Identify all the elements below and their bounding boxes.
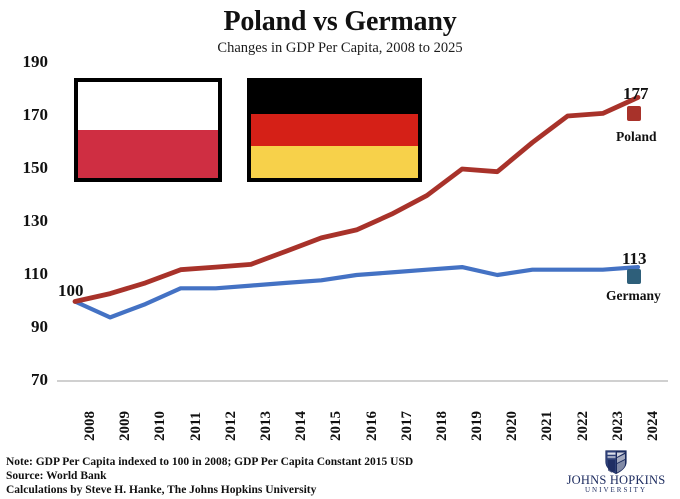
poland-series-label: Poland bbox=[616, 129, 657, 144]
y-tick-label: 170 bbox=[22, 105, 49, 124]
x-tick-label: 2015 bbox=[328, 411, 345, 441]
x-tick-label: 2009 bbox=[117, 411, 134, 441]
germany-flag-band-gold bbox=[251, 145, 418, 178]
johns-hopkins-shield-icon bbox=[605, 450, 627, 475]
origin-value-label: 100 bbox=[58, 281, 84, 300]
footer-notes: Note: GDP Per Capita indexed to 100 in 2… bbox=[6, 455, 413, 497]
x-tick-label: 2008 bbox=[82, 411, 98, 441]
x-tick-label: 2014 bbox=[293, 411, 310, 441]
footer-calculations: Calculations by Steve H. Hanke, The John… bbox=[6, 484, 317, 496]
germany-series-label: Germany bbox=[606, 288, 661, 303]
x-tick-label: 2019 bbox=[469, 411, 486, 441]
x-tick-label: 2020 bbox=[504, 411, 521, 441]
footer-source: Source: World Bank bbox=[6, 470, 107, 482]
y-tick-label: 110 bbox=[23, 264, 48, 283]
germany-flag bbox=[247, 78, 422, 182]
x-tick-label: 2018 bbox=[433, 411, 450, 441]
germany-series-marker bbox=[627, 269, 641, 284]
y-tick-label: 150 bbox=[22, 158, 49, 177]
x-tick-label: 2024 bbox=[645, 411, 661, 441]
x-tick-label: 2012 bbox=[222, 411, 239, 441]
chart-subtitle: Changes in GDP Per Capita, 2008 to 2025 bbox=[217, 40, 463, 56]
footer-note: Note: GDP Per Capita indexed to 100 in 2… bbox=[6, 456, 414, 468]
y-tick-label: 90 bbox=[31, 317, 48, 336]
johns-hopkins-university-subtitle: UNIVERSITY bbox=[585, 486, 647, 494]
germany-flag-band-black bbox=[251, 82, 418, 114]
poland-series-marker bbox=[627, 106, 641, 121]
germany-flag-band-red bbox=[251, 114, 418, 146]
poland-flag bbox=[74, 78, 222, 182]
series-line-germany bbox=[72, 265, 641, 320]
y-tick-label: 70 bbox=[31, 370, 48, 389]
poland-flag-band-red bbox=[78, 130, 218, 178]
y-tick-label: 130 bbox=[22, 211, 49, 230]
johns-hopkins-wordmark: JOHNS HOPKINS bbox=[566, 473, 666, 487]
x-tick-label: 2023 bbox=[609, 411, 626, 441]
poland-flag-band-white bbox=[78, 82, 218, 130]
x-tick-label: 2017 bbox=[398, 411, 415, 441]
x-tick-label: 2013 bbox=[257, 411, 274, 441]
x-tick-label: 2010 bbox=[152, 411, 169, 441]
germany-value-label: 113 bbox=[622, 249, 647, 268]
page-title: Poland vs Germany bbox=[223, 6, 457, 37]
x-tick-label: 2021 bbox=[539, 411, 556, 441]
x-tick-label: 2016 bbox=[363, 411, 380, 441]
y-tick-label: 190 bbox=[22, 52, 49, 71]
series-line-poland bbox=[72, 95, 641, 304]
poland-value-label: 177 bbox=[623, 84, 649, 103]
x-tick-label: 2022 bbox=[574, 411, 591, 441]
x-tick-label: 2011 bbox=[187, 411, 204, 441]
